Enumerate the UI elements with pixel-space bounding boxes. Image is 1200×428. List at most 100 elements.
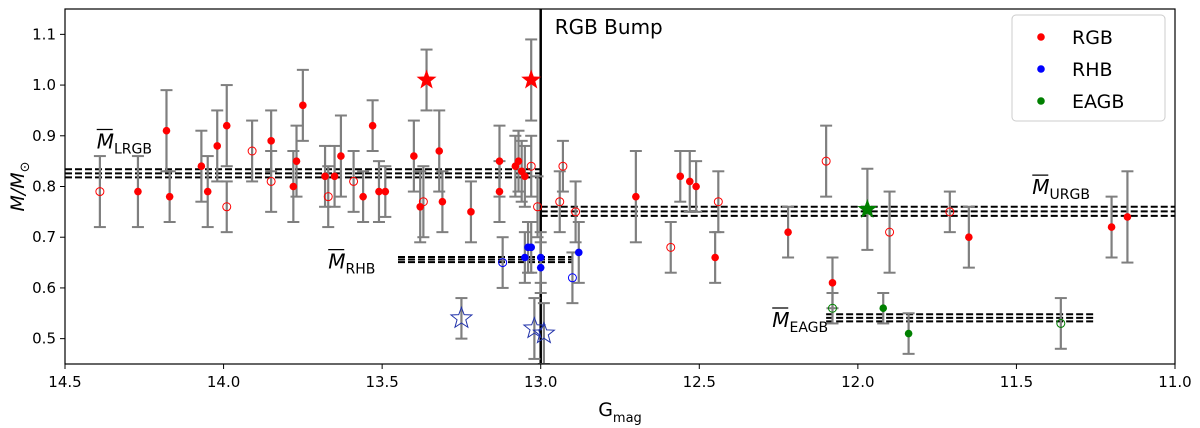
y-tick-label: 0.8 [32,178,56,196]
data-point [495,187,504,196]
data-point [162,126,171,135]
x-tick-label: 13.0 [524,373,557,391]
data-point [330,172,339,181]
data-point-open [558,161,568,171]
data-point-open [323,192,333,202]
data-point-open [349,176,359,186]
legend-label: RHB [1072,59,1113,81]
data-point [828,279,837,287]
data-point-open [1056,318,1066,328]
data-point-open [571,207,581,217]
legend-marker [1037,33,1045,41]
y-tick-label: 1.1 [32,25,56,43]
data-point-open [713,197,723,207]
data-point [1123,213,1132,221]
data-point [1107,223,1116,231]
data-point-star-open [532,321,556,344]
data-point [267,137,275,145]
legend-marker [1037,65,1045,73]
data-point [711,253,719,262]
data-point-open [821,156,831,166]
rgb-bump-label: RGB Bump [555,15,663,39]
mean-mass-label-sub: URGB [1050,187,1090,203]
data-point [299,101,307,110]
legend-box [1011,14,1166,122]
data-point [292,157,301,165]
data-point-star [416,69,437,89]
data-point [879,304,888,313]
data-point [536,263,545,272]
legend-label: RGB [1072,27,1113,49]
y-tick-label: 0.9 [32,127,56,145]
mean-mass-label-sub: LRGB [114,141,152,157]
legend-label: EAGB [1072,91,1124,113]
data-point [416,202,425,211]
data-point [514,157,523,165]
y-tick-label: 1.0 [32,76,56,94]
data-point-open [666,242,676,252]
x-axis-label: Gmag [598,399,642,426]
x-tick-label: 14.5 [48,373,81,391]
x-axis-label-sub: mag [613,411,642,426]
error-bars [93,38,1134,364]
x-tick-label: 13.5 [365,373,398,391]
legend-marker [1037,97,1045,105]
data-point-star-open [522,316,547,339]
mean-mass-label-sub: EAGB [789,320,828,336]
data-point-star [521,69,542,89]
data-point [521,253,529,262]
data-point [213,142,222,150]
plot-area [65,9,1175,364]
x-tick-label: 12.5 [683,373,716,391]
x-tick-label: 12.0 [841,373,874,391]
data-point-open [418,197,428,207]
data-point-open [827,303,837,313]
y-tick-label: 0.7 [32,228,56,246]
x-tick-label: 11.5 [1000,373,1033,391]
data-point [632,192,640,201]
plot-background [65,9,1175,364]
y-axis-label-sub: ⊙ [18,161,33,172]
y-tick-label: 0.5 [32,330,56,348]
data-point [574,248,583,257]
data-point [321,172,329,181]
data-point [495,157,504,165]
data-point-open [567,273,577,283]
data-point-open [885,227,895,237]
reference-lines [65,9,1175,364]
data-markers [95,69,1132,344]
x-tick-label: 11.0 [1158,373,1191,391]
data-point [784,228,792,236]
mean-mass-label-sub: RHB [345,262,375,278]
data-point-star-open [449,305,474,329]
data-point-open [95,187,105,197]
data-point [467,208,475,216]
data-point-open [526,161,536,171]
x-tick-label: 14.0 [207,373,240,391]
data-point [438,197,447,206]
data-point [685,177,694,186]
data-point-open [247,146,257,156]
data-point-open [533,202,543,212]
data-point-open [498,258,508,268]
data-point [527,243,535,252]
data-point [134,187,142,196]
data-point-open [266,176,276,186]
data-point [165,192,174,201]
data-point [203,187,212,196]
data-point [965,233,973,242]
data-point [368,121,377,130]
data-point [222,121,231,130]
data-point [359,192,367,201]
legend[interactable]: RGB RHB EAGB [1011,14,1166,122]
data-point [410,152,418,160]
data-point-star [857,198,878,218]
data-point [536,253,545,262]
data-point [676,172,685,181]
y-tick-label: 0.6 [32,279,56,297]
y-axis-label: M/M⊙ [7,161,33,211]
data-point [381,187,390,196]
data-point [375,187,383,196]
data-point [289,182,298,191]
